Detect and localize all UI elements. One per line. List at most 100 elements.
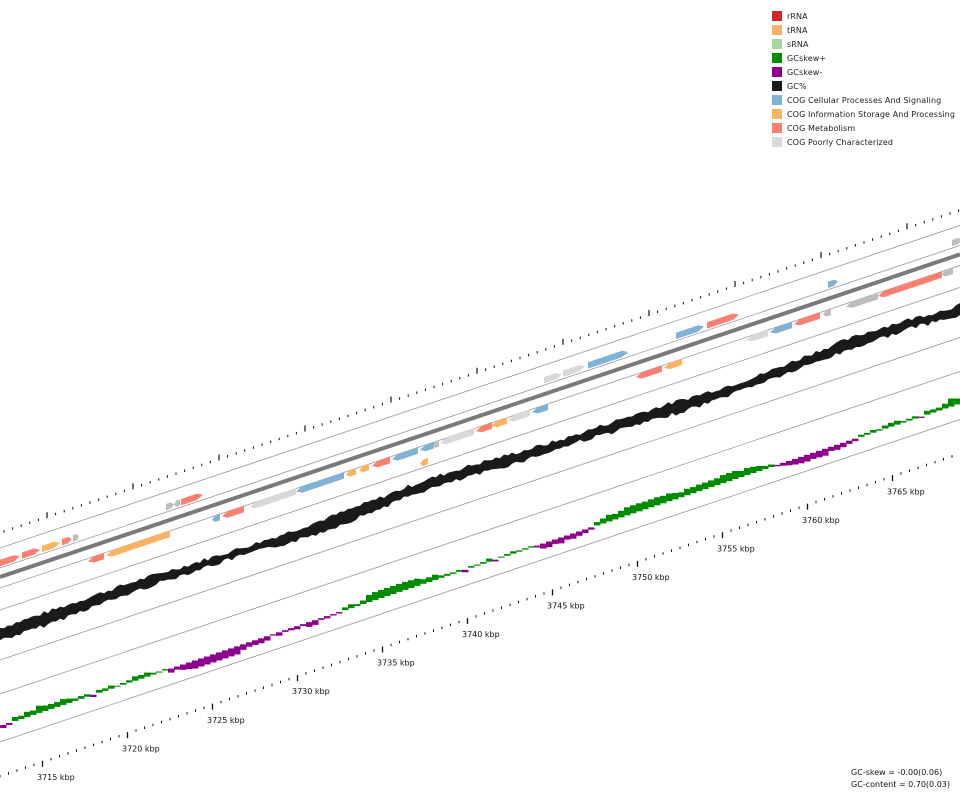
gc-skew-positive-bar (762, 465, 769, 469)
gene-arrow (746, 329, 768, 342)
gc-skew-negative-bar (780, 462, 787, 466)
legend-swatch (772, 25, 782, 35)
gc-skew-positive-bar (18, 715, 25, 719)
gene-arrow (0, 555, 20, 567)
gc-skew-positive-bar (678, 492, 685, 498)
gc-skew-positive-bar (924, 410, 931, 415)
gc-skew-positive-bar (138, 675, 145, 679)
gc-skew-positive-bar (948, 398, 955, 407)
gc-skew-negative-bar (318, 618, 325, 620)
gc-skew-positive-bar (510, 551, 517, 554)
gene-arrow (420, 442, 434, 452)
gc-skew-positive-bar (414, 578, 421, 586)
legend-item-gc-percent: GC% (772, 79, 955, 93)
gc-skew-negative-bar (570, 533, 577, 539)
gene-arrow (508, 409, 530, 422)
gene-arrow (392, 447, 418, 461)
gc-skew-positive-bar (102, 688, 109, 691)
gc-skew-positive-bar (882, 425, 889, 429)
gc-skew-negative-bar (300, 624, 307, 626)
gc-skew-negative-bar (0, 725, 7, 728)
track-guide-line (0, 225, 960, 549)
gc-skew-positive-bar (126, 680, 133, 683)
gc-skew-positive-bar (348, 604, 355, 609)
gc-skew-negative-bar (222, 650, 229, 659)
legend-swatch (772, 123, 782, 133)
gc-skew-positive-bar (888, 422, 895, 427)
gc-skew-positive-bar (726, 473, 733, 482)
gc-skew-negative-bar (174, 666, 181, 670)
gc-skew-negative-bar (552, 539, 559, 544)
genome-backbone (0, 252, 960, 579)
gc-skew-positive-bar (426, 577, 433, 582)
gc-skew-positive-bar (768, 464, 775, 467)
gc-skew-positive-bar (744, 468, 751, 475)
gc-skew-positive-bar (708, 480, 715, 488)
gc-skew-positive-bar (612, 513, 619, 520)
gene-arrow (181, 493, 203, 506)
legend-item-cog-cellular: COG Cellular Processes And Signaling (772, 93, 955, 107)
gc-skew-negative-bar (558, 537, 565, 544)
gc-skew-positive-bar (36, 705, 43, 713)
gc-skew-negative-bar (168, 668, 175, 673)
legend-swatch (772, 81, 782, 91)
gc-skew-negative-bar (228, 648, 235, 657)
gene-arrow (433, 440, 439, 448)
gc-skew-negative-bar (540, 543, 547, 549)
gc-skew-negative-bar (324, 616, 331, 619)
gc-skew-positive-bar (360, 600, 367, 604)
gc-skew-positive-bar (864, 433, 871, 435)
gc-skew-negative-bar (234, 646, 241, 655)
gc-skew-positive-bar (144, 672, 151, 677)
gc-skew-negative-bar (336, 612, 343, 614)
legend-label: GC% (787, 81, 807, 91)
gc-skew-track (0, 398, 960, 728)
gc-skew-positive-bar (474, 564, 481, 566)
gc-skew-positive-bar (522, 548, 529, 550)
gc-skew-positive-bar (444, 573, 451, 576)
stats-summary: GC-skew = -0.00(0.06) GC-content = 0.70(… (851, 767, 950, 791)
gc-skew-negative-bar (840, 442, 847, 448)
legend-item-cog-metabolism: COG Metabolism (772, 121, 955, 135)
gc-skew-positive-bar (594, 522, 601, 526)
gc-skew-positive-bar (912, 416, 919, 419)
gene-arrow (794, 312, 820, 326)
gene-arrow (823, 308, 831, 317)
gc-skew-negative-bar (282, 630, 289, 632)
gc-skew-positive-bar (756, 466, 763, 471)
gc-skew-negative-bar (192, 660, 199, 669)
gc-skew-positive-bar (432, 574, 439, 580)
gc-skew-positive-bar (894, 420, 901, 425)
gc-skew-negative-bar (90, 694, 97, 697)
gc-skew-positive-bar (642, 501, 649, 510)
inner-ruler (0, 455, 953, 778)
gc-skew-positive-bar (666, 493, 673, 502)
gc-skew-positive-bar (750, 466, 757, 473)
gc-skew-negative-bar (276, 632, 283, 636)
gene-arrow (676, 325, 704, 340)
gc-skew-positive-bar (372, 592, 379, 600)
gc-skew-positive-bar (720, 475, 727, 484)
gc-skew-positive-bar (468, 566, 475, 568)
gc-skew-negative-bar (252, 640, 259, 645)
legend-swatch (772, 109, 782, 119)
gc-skew-positive-bar (132, 676, 139, 681)
gc-skew-positive-bar (114, 685, 121, 687)
gc-skew-negative-bar (240, 644, 247, 650)
gene-arrow (420, 458, 428, 466)
gc-skew-positive-bar (654, 497, 661, 506)
ruler-label: 3730 kbp (292, 687, 330, 696)
gc-skew-positive-bar (936, 407, 943, 411)
gc-skew-negative-bar (804, 454, 811, 462)
gc-skew-positive-bar (630, 505, 637, 514)
gc-skew-positive-bar (714, 478, 721, 486)
gene-arrow (707, 313, 739, 329)
gc-skew-positive-bar (954, 398, 960, 405)
track-guide-line (0, 287, 960, 611)
gene-arrow (588, 350, 628, 369)
ruler-label: 3760 kbp (802, 516, 840, 525)
gc-skew-positive-bar (672, 493, 679, 500)
gene-arrow (296, 472, 344, 493)
gc-skew-positive-bar (402, 581, 409, 590)
gc-skew-positive-bar (42, 705, 49, 711)
